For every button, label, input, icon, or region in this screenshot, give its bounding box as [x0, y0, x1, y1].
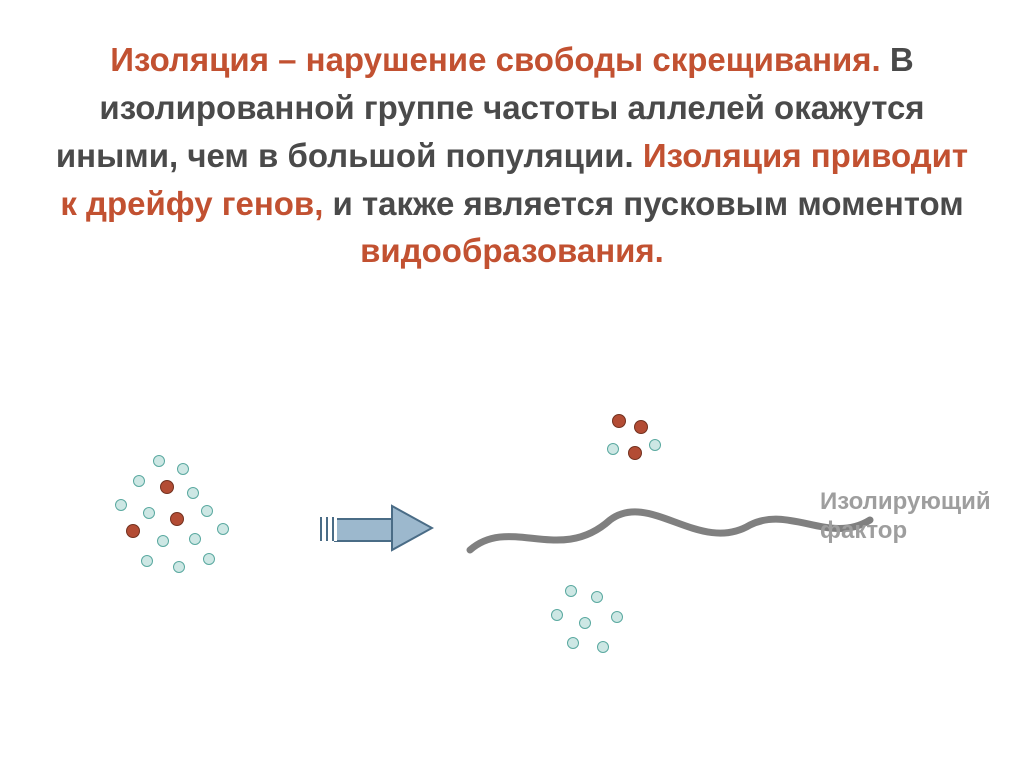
bottom-cluster-dot [611, 611, 623, 623]
left-cluster-dot [170, 512, 184, 526]
left-cluster-dot [173, 561, 185, 573]
bottom-cluster-dot [551, 609, 563, 621]
label-line-1: Изолирующий [820, 488, 991, 515]
left-cluster-dot [143, 507, 155, 519]
text-normal-2: и также является пусковым моментом [323, 185, 963, 222]
top-cluster-dot [612, 414, 626, 428]
left-cluster-dot [187, 487, 199, 499]
top-cluster-dot [649, 439, 661, 451]
arrow-head [390, 504, 434, 552]
left-cluster-dot [157, 535, 169, 547]
text-emphasis-1: Изоляция – нарушение свободы скрещивания… [110, 41, 880, 78]
left-cluster-dot [201, 505, 213, 517]
arrow-notch [320, 517, 325, 541]
left-cluster-dot [126, 524, 140, 538]
top-cluster-dot [628, 446, 642, 460]
arrow-notch [326, 517, 331, 541]
left-cluster-dot [115, 499, 127, 511]
arrow-notch [332, 517, 337, 541]
bottom-cluster-dot [567, 637, 579, 649]
arrow-tail [334, 518, 394, 542]
top-cluster-dot [634, 420, 648, 434]
slide-text: Изоляция – нарушение свободы скрещивания… [50, 36, 974, 275]
bottom-cluster-dot [591, 591, 603, 603]
arrow-icon [320, 506, 432, 550]
left-cluster-dot [160, 480, 174, 494]
bottom-cluster-dot [565, 585, 577, 597]
left-cluster-dot [203, 553, 215, 565]
isolating-factor-label: Изолирующий фактор [820, 488, 991, 546]
left-cluster-dot [141, 555, 153, 567]
bottom-cluster-dot [579, 617, 591, 629]
left-cluster-dot [189, 533, 201, 545]
left-cluster-dot [153, 455, 165, 467]
left-cluster-dot [177, 463, 189, 475]
bottom-cluster-dot [597, 641, 609, 653]
left-cluster-dot [133, 475, 145, 487]
top-cluster-dot [607, 443, 619, 455]
text-emphasis-3: видообразования. [360, 232, 664, 269]
isolation-diagram: Изолирующий фактор [0, 420, 1024, 720]
left-cluster-dot [217, 523, 229, 535]
label-line-2: фактор [820, 517, 907, 544]
